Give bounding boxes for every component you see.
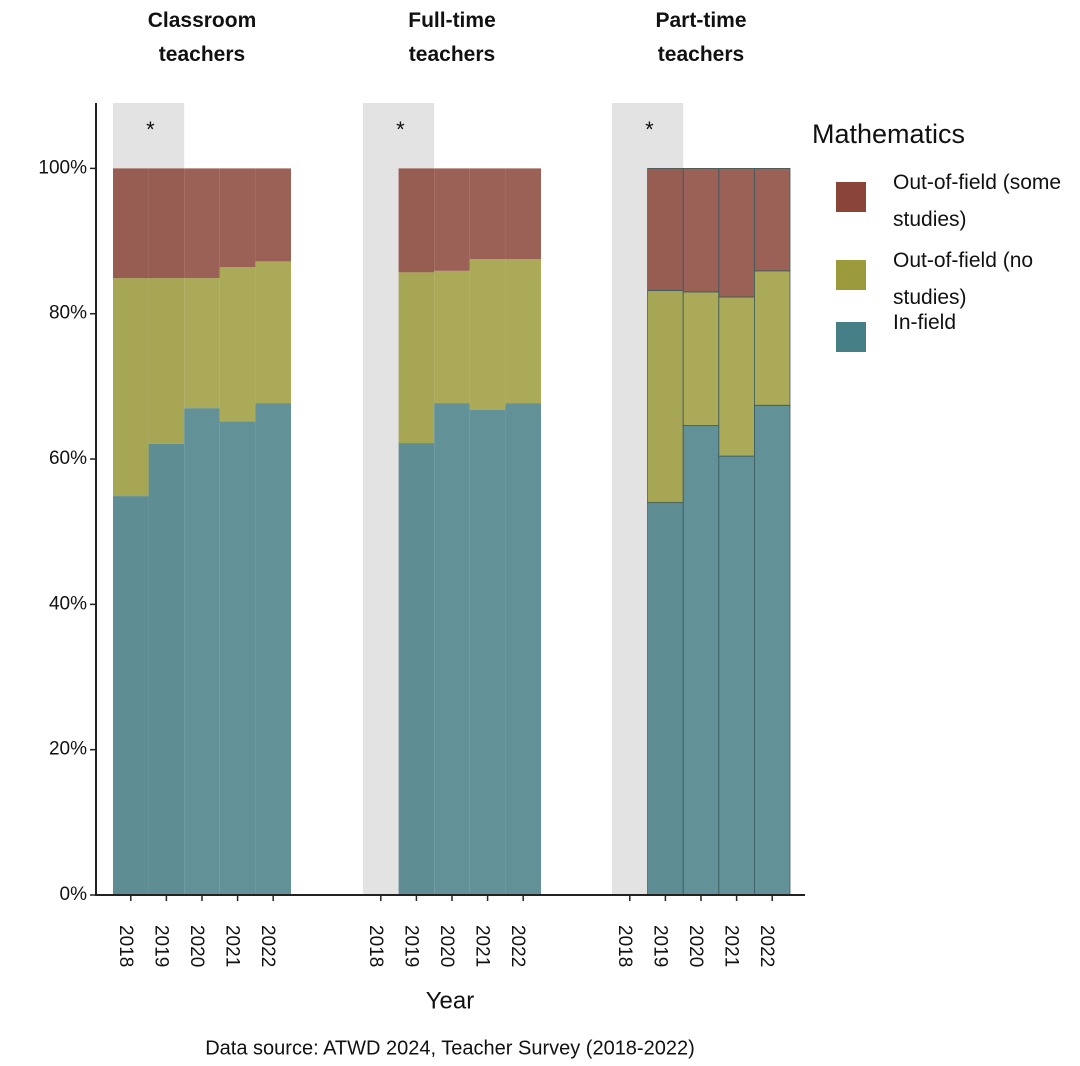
- legend-swatch: [836, 182, 866, 212]
- axes: 0% 20% 40% 60% 80% 100% 2018 2019 2020 2021 2022 20…: [38, 103, 805, 967]
- bar-segment: [398, 272, 435, 444]
- bar-segment: [647, 167, 684, 291]
- legend-swatch: [836, 260, 866, 290]
- x-tick-label: 2019: [150, 925, 171, 967]
- legend-swatch: [836, 322, 866, 352]
- bar-segment: [219, 168, 256, 268]
- x-tick-label: 2018: [614, 925, 635, 967]
- legend-label: Out-of-field (some studies): [893, 171, 1062, 231]
- bar-segment: [754, 270, 791, 406]
- x-tick-label: 2022: [756, 925, 777, 967]
- x-tick-label: 2022: [257, 925, 278, 967]
- facet-title: Part-time teachers: [655, 9, 747, 66]
- bar-segment: [398, 168, 435, 273]
- y-tick-label: 0%: [60, 884, 88, 905]
- bar-segment: [148, 278, 185, 444]
- bar-segment: [148, 443, 185, 895]
- legend-label: In-field: [893, 311, 957, 334]
- bar-segment: [647, 502, 684, 896]
- bar-segment: [219, 267, 256, 422]
- x-tick-label: 2021: [472, 925, 493, 967]
- bar-segment: [398, 443, 435, 895]
- x-tick-label: 2021: [721, 925, 742, 967]
- x-tick-label: 2022: [507, 925, 528, 967]
- bar-segment: [505, 259, 541, 404]
- bar-segment: [718, 167, 755, 298]
- annotation: *: [146, 117, 155, 142]
- bar-segment: [682, 291, 720, 427]
- bar-segment: [113, 168, 149, 279]
- bar-segment: [184, 278, 220, 409]
- x-tick-label: 2020: [685, 925, 706, 967]
- bar-segment: [682, 167, 720, 293]
- bar-segment: [434, 168, 470, 271]
- bar-segment: [754, 167, 791, 272]
- bar-segment: [754, 404, 791, 896]
- legend-label: Out-of-field (no studies): [893, 249, 1034, 309]
- bars: * * *: [113, 103, 791, 896]
- bar-segment: [255, 261, 291, 404]
- x-tick-label: 2020: [186, 925, 207, 967]
- y-tick-label: 100%: [38, 157, 87, 178]
- annotation: *: [396, 117, 405, 142]
- bar-segment: [184, 168, 220, 279]
- y-tick-label: 60%: [49, 448, 87, 469]
- y-tick-label: 20%: [49, 739, 87, 760]
- x-tick-label: 2019: [400, 925, 421, 967]
- x-tick-label: 2019: [649, 925, 670, 967]
- x-tick-label: 2020: [436, 925, 457, 967]
- bar-segment: [469, 259, 506, 410]
- bar-segment: [184, 408, 220, 895]
- bar-segment: [219, 421, 256, 895]
- y-tick-label: 40%: [49, 593, 87, 614]
- bar-segment: [647, 290, 684, 504]
- bar-segment: [148, 168, 185, 279]
- bar-segment: [255, 168, 291, 262]
- bar-segment: [255, 403, 291, 895]
- bar-segment: [469, 168, 506, 260]
- facet-title: Full-time teachers: [408, 9, 496, 66]
- bar-segment: [505, 168, 541, 260]
- annotation: *: [645, 117, 654, 142]
- bar-segment: [434, 270, 470, 404]
- bar-segment: [718, 455, 755, 896]
- bar-segment: [113, 278, 149, 497]
- bar-segment: [505, 403, 541, 895]
- bar-segment: [434, 403, 470, 895]
- bar-segment: [113, 496, 149, 895]
- x-tick-label: 2018: [365, 925, 386, 967]
- bar-segment: [469, 409, 506, 895]
- facet-title: Classroom teachers: [147, 9, 257, 66]
- bar-segment: [682, 425, 720, 896]
- x-axis-label: Year: [426, 987, 475, 1014]
- source-note: Data source: ATWD 2024, Teacher Survey (…: [205, 1037, 695, 1059]
- legend-title: Mathematics: [812, 119, 965, 149]
- bar-segment: [718, 296, 755, 457]
- x-tick-label: 2018: [115, 925, 136, 967]
- y-tick-label: 80%: [49, 303, 87, 324]
- x-tick-label: 2021: [222, 925, 243, 967]
